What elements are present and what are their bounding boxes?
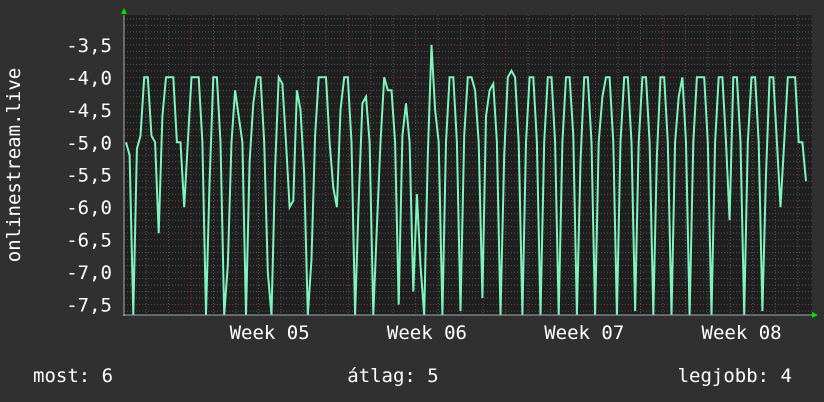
series-line [125,44,807,316]
x-tick-label: Week 08 [702,322,782,344]
x-tick-label: Week 05 [230,322,310,344]
footer-best: legjobb: 4 [678,365,792,387]
y-tick-label: -5,5 [66,165,112,187]
grid [124,15,812,318]
x-axis-arrow-icon [812,312,818,318]
y-tick-label: -5,0 [66,132,112,154]
y-tick-label: -4,0 [66,67,112,89]
y-axis-ticks: -3,5 -4,0 -4,5 -5,0 -5,5 -6,0 -6,5 -7,0 -7,5 [66,35,112,317]
footer-current: most: 6 [33,365,113,387]
y-tick-label: -7,5 [66,295,112,317]
y-tick-label: -6,5 [66,230,112,252]
x-tick-label: Week 06 [387,322,467,344]
x-tick-label: Week 07 [544,322,624,344]
y-tick-label: -6,0 [66,197,112,219]
plot-area [124,15,812,315]
y-axis-label: onlinestream.live [3,68,25,262]
y-tick-label: -3,5 [66,35,112,57]
y-axis-arrow-icon [121,8,127,14]
y-tick-label: -7,0 [66,262,112,284]
y-tick-label: -4,5 [66,100,112,122]
x-axis-ticks: Week 05 Week 06 Week 07 Week 08 [230,322,782,344]
footer-average: átlag: 5 [347,365,439,387]
